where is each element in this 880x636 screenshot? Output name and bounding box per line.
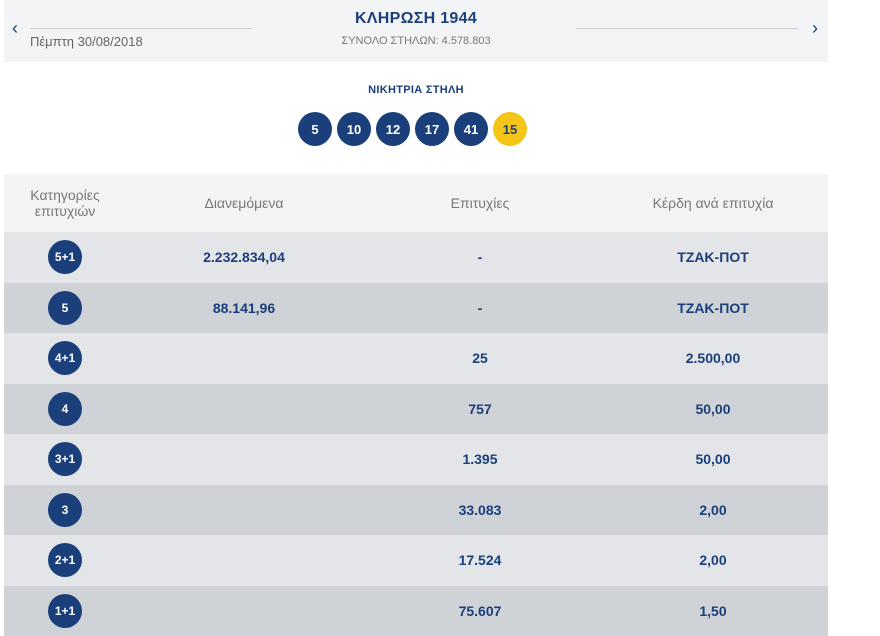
prize-cell: 2.500,00 xyxy=(598,350,828,366)
bonus-ball: 15 xyxy=(493,112,527,146)
results-table: Κατηγορίες επιτυχιών Διανεμόμενα Επιτυχί… xyxy=(4,174,828,636)
winners-cell: - xyxy=(362,300,598,316)
prize-cell: 1,50 xyxy=(598,603,828,619)
winners-cell: - xyxy=(362,249,598,265)
prize-cell: 50,00 xyxy=(598,401,828,417)
draw-header: ‹ Πέμπτη 30/08/2018 ΚΛΗΡΩΣΗ 1944 ΣΥΝΟΛΟ … xyxy=(4,0,828,62)
category-badge: 5 xyxy=(48,291,82,325)
number-ball: 12 xyxy=(376,112,410,146)
distributed-cell: 2.232.834,04 xyxy=(126,249,362,265)
winning-numbers: 5 10 12 17 41 15 xyxy=(298,112,527,146)
table-header: Κατηγορίες επιτυχιών Διανεμόμενα Επιτυχί… xyxy=(4,174,828,232)
distributed-cell: 88.141,96 xyxy=(126,300,362,316)
winning-column-label: ΝΙΚΗΤΡΙΑ ΣΤΗΛΗ xyxy=(0,84,832,96)
prize-cell: 2,00 xyxy=(598,502,828,518)
number-ball: 10 xyxy=(337,112,371,146)
divider-right xyxy=(576,28,798,29)
prize-cell: 2,00 xyxy=(598,552,828,568)
winners-cell: 17.524 xyxy=(362,552,598,568)
table-row: 5+1 2.232.834,04 - ΤΖΑΚ-ΠΟΤ xyxy=(4,232,828,283)
number-ball: 17 xyxy=(415,112,449,146)
category-badge: 4 xyxy=(48,392,82,426)
table-row: 4+1 25 2.500,00 xyxy=(4,333,828,384)
prize-cell: ΤΖΑΚ-ΠΟΤ xyxy=(598,300,828,316)
table-row: 1+1 75.607 1,50 xyxy=(4,586,828,636)
divider-left xyxy=(30,28,252,29)
table-row: 2+1 17.524 2,00 xyxy=(4,535,828,586)
table-row: 4 757 50,00 xyxy=(4,384,828,435)
category-badge: 5+1 xyxy=(48,240,82,274)
draw-total-columns: ΣΥΝΟΛΟ ΣΤΗΛΩΝ: 4.578.803 xyxy=(4,35,828,47)
category-badge: 1+1 xyxy=(48,594,82,628)
number-ball: 5 xyxy=(298,112,332,146)
number-ball: 41 xyxy=(454,112,488,146)
table-row: 3 33.083 2,00 xyxy=(4,485,828,536)
header-winners: Επιτυχίες xyxy=(362,195,598,211)
table-row: 5 88.141,96 - ΤΖΑΚ-ΠΟΤ xyxy=(4,283,828,334)
category-badge: 3+1 xyxy=(48,442,82,476)
winners-cell: 757 xyxy=(362,401,598,417)
winners-cell: 75.607 xyxy=(362,603,598,619)
winners-cell: 33.083 xyxy=(362,502,598,518)
category-badge: 3 xyxy=(48,493,82,527)
draw-title: ΚΛΗΡΩΣΗ 1944 xyxy=(4,10,828,28)
category-badge: 2+1 xyxy=(48,543,82,577)
prize-cell: 50,00 xyxy=(598,451,828,467)
chevron-right-icon[interactable]: › xyxy=(812,18,818,38)
prize-cell: ΤΖΑΚ-ΠΟΤ xyxy=(598,249,828,265)
table-row: 3+1 1.395 50,00 xyxy=(4,434,828,485)
header-prize: Κέρδη ανά επιτυχία xyxy=(598,195,828,211)
winners-cell: 1.395 xyxy=(362,451,598,467)
category-badge: 4+1 xyxy=(48,341,82,375)
header-distributed: Διανεμόμενα xyxy=(126,195,362,211)
winners-cell: 25 xyxy=(362,350,598,366)
header-category: Κατηγορίες επιτυχιών xyxy=(4,187,126,219)
